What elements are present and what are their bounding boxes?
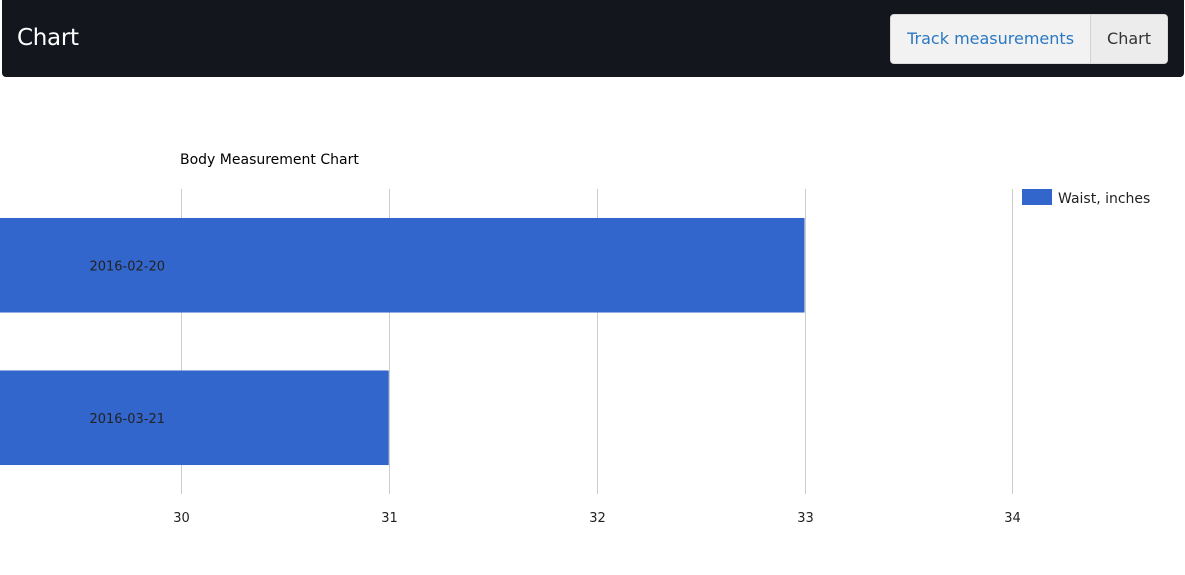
chart-legend: Waist, inches <box>1022 189 1150 207</box>
bar <box>0 217 805 313</box>
bar <box>0 370 389 466</box>
x-tick-label: 31 <box>381 511 398 526</box>
chart-link[interactable]: Chart <box>1091 15 1167 63</box>
x-tick-label: 34 <box>1004 511 1021 526</box>
category-label: 2016-02-20 <box>89 259 165 274</box>
category-label: 2016-03-21 <box>89 412 165 427</box>
legend-label: Waist, inches <box>1058 191 1150 207</box>
x-tick-label: 30 <box>173 511 190 526</box>
navbar: Chart Track measurements Chart <box>2 0 1184 77</box>
chart-category-labels: 2016-02-20 2016-03-21 <box>89 259 165 427</box>
nav-button-group: Track measurements Chart <box>890 14 1168 64</box>
navbar-brand[interactable]: Chart <box>17 25 79 51</box>
chart-bars <box>0 217 805 466</box>
track-measurements-link[interactable]: Track measurements <box>891 15 1092 63</box>
chart-title: Body Measurement Chart <box>180 152 359 168</box>
legend-swatch <box>1022 189 1052 205</box>
x-tick-label: 33 <box>797 511 814 526</box>
x-tick-label: 32 <box>589 511 606 526</box>
chart-x-axis: 30 31 32 33 34 <box>173 511 1021 526</box>
